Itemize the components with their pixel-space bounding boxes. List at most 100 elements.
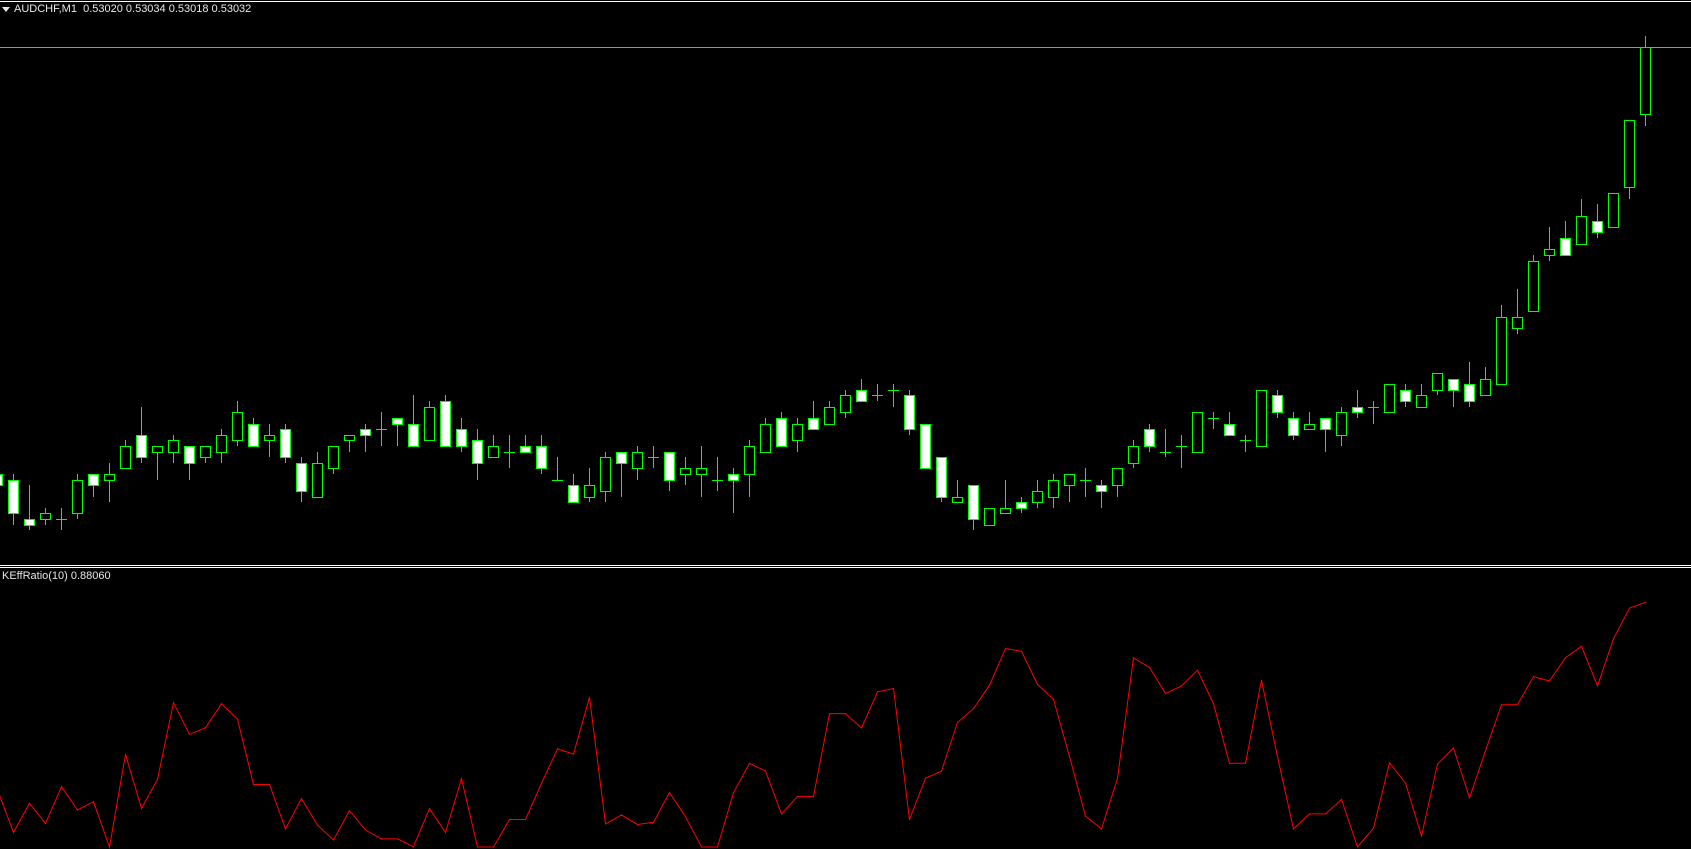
candle-body-bull bbox=[264, 435, 275, 441]
indicator-point bbox=[1372, 827, 1375, 829]
candle bbox=[696, 446, 707, 497]
candle bbox=[1144, 424, 1155, 452]
indicator-point bbox=[732, 792, 735, 794]
candle bbox=[888, 384, 899, 407]
indicator-point bbox=[636, 823, 639, 826]
candle bbox=[360, 424, 371, 452]
indicator-point bbox=[700, 846, 703, 848]
indicator-point bbox=[972, 708, 975, 710]
candle-body-bear bbox=[1448, 379, 1459, 391]
candle-body-bull bbox=[168, 440, 179, 453]
candle-body-bear bbox=[136, 435, 147, 458]
indicator-point bbox=[60, 786, 63, 788]
indicator-point bbox=[620, 814, 623, 816]
symbol-timeframe: AUDCHF,M1 bbox=[14, 3, 77, 15]
candle bbox=[1336, 407, 1347, 446]
indicator-point bbox=[1100, 828, 1103, 830]
indicator-point bbox=[604, 823, 607, 825]
candle bbox=[328, 446, 339, 474]
candle bbox=[1624, 120, 1635, 199]
indicator-point bbox=[1484, 750, 1487, 752]
indicator-point bbox=[572, 753, 575, 755]
candle-body-bull bbox=[120, 446, 131, 469]
candle bbox=[1048, 474, 1059, 508]
candle-body-bear bbox=[1096, 485, 1107, 492]
indicator-point bbox=[156, 778, 159, 781]
candle-body-bull bbox=[632, 452, 643, 469]
candle-body-bear bbox=[776, 418, 787, 447]
candle bbox=[488, 435, 499, 458]
indicator-point bbox=[1084, 815, 1087, 817]
indicator-point bbox=[1548, 680, 1551, 682]
candle-body-bull bbox=[1064, 474, 1075, 486]
indicator-point bbox=[1564, 657, 1567, 659]
indicator-point bbox=[380, 838, 383, 840]
candle-body-bull bbox=[1624, 120, 1635, 188]
candle bbox=[1640, 36, 1651, 126]
candle-body-bull bbox=[952, 497, 963, 503]
indicator-point bbox=[1516, 704, 1519, 706]
candle bbox=[728, 468, 739, 513]
candle bbox=[632, 446, 643, 480]
candle-body-bear bbox=[1560, 238, 1571, 256]
candle bbox=[1592, 204, 1603, 238]
candle-body-bull bbox=[216, 435, 227, 453]
candle-body-bear bbox=[1320, 418, 1331, 430]
candle-body-bull bbox=[792, 424, 803, 441]
candle-body-bear bbox=[1016, 502, 1027, 509]
candle bbox=[152, 446, 163, 480]
indicator-point bbox=[812, 795, 815, 798]
candle-body-bear bbox=[248, 424, 259, 447]
candle-body-bull bbox=[488, 446, 499, 458]
candle-body-bull bbox=[984, 508, 995, 526]
candle bbox=[568, 474, 579, 503]
indicator-point bbox=[172, 702, 175, 704]
candle bbox=[824, 401, 835, 425]
candle-body-bull bbox=[1336, 412, 1347, 436]
candle bbox=[1016, 497, 1027, 513]
indicator-point bbox=[668, 791, 671, 794]
indicator-point bbox=[1628, 607, 1631, 609]
chart-menu-triangle-icon[interactable] bbox=[2, 7, 10, 12]
indicator-point bbox=[1436, 763, 1439, 765]
indicator-point bbox=[1388, 762, 1391, 764]
candle bbox=[24, 485, 35, 530]
candle bbox=[296, 457, 307, 502]
candle-body-bear bbox=[1272, 395, 1283, 413]
candle bbox=[952, 480, 963, 503]
candle bbox=[920, 424, 931, 469]
candle-body-bear bbox=[88, 474, 99, 486]
candle-body-bull bbox=[424, 407, 435, 441]
candle-body-bear bbox=[184, 446, 195, 464]
candle bbox=[1368, 401, 1379, 424]
indicator-point bbox=[716, 846, 719, 848]
indicator-point bbox=[1132, 657, 1135, 659]
indicator-point bbox=[748, 762, 751, 764]
candle-body-bear bbox=[296, 463, 307, 492]
indicator-point bbox=[28, 802, 31, 805]
candle-body-bear bbox=[728, 474, 739, 481]
candle bbox=[584, 468, 595, 502]
candle-body-bear bbox=[1592, 221, 1603, 233]
candle bbox=[984, 508, 995, 526]
indicator-point bbox=[860, 727, 863, 729]
indicator-point bbox=[1452, 747, 1455, 749]
indicator-point bbox=[364, 829, 367, 831]
candle bbox=[1224, 412, 1235, 436]
candle-body-bear bbox=[0, 474, 3, 486]
candle bbox=[1160, 429, 1171, 457]
candle bbox=[1416, 384, 1427, 408]
indicator-point bbox=[428, 808, 431, 810]
candle bbox=[1544, 227, 1555, 261]
candle-body-bull bbox=[840, 395, 851, 413]
candle bbox=[248, 418, 259, 447]
candle bbox=[8, 474, 19, 525]
candle-body-bull bbox=[1112, 468, 1123, 486]
candle-body-bull bbox=[40, 513, 51, 520]
indicator-point bbox=[540, 782, 543, 784]
candle-body-bull bbox=[104, 474, 115, 481]
candle bbox=[1112, 468, 1123, 497]
candle-body-bear bbox=[568, 485, 579, 503]
indicator-point bbox=[284, 828, 287, 830]
